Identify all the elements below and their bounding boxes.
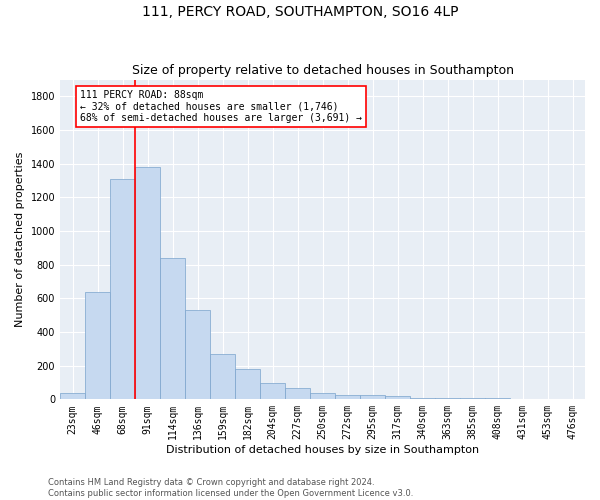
Bar: [85, 292, 110, 400]
Bar: [485, 398, 510, 400]
Bar: [460, 398, 485, 400]
Bar: [235, 369, 260, 400]
Bar: [310, 394, 335, 400]
Bar: [185, 310, 210, 400]
Y-axis label: Number of detached properties: Number of detached properties: [15, 152, 25, 327]
Text: Contains HM Land Registry data © Crown copyright and database right 2024.
Contai: Contains HM Land Registry data © Crown c…: [48, 478, 413, 498]
Bar: [210, 354, 235, 400]
X-axis label: Distribution of detached houses by size in Southampton: Distribution of detached houses by size …: [166, 445, 479, 455]
Text: 111 PERCY ROAD: 88sqm
← 32% of detached houses are smaller (1,746)
68% of semi-d: 111 PERCY ROAD: 88sqm ← 32% of detached …: [80, 90, 362, 123]
Bar: [385, 396, 410, 400]
Bar: [260, 382, 285, 400]
Bar: [135, 167, 160, 400]
Bar: [360, 394, 385, 400]
Title: Size of property relative to detached houses in Southampton: Size of property relative to detached ho…: [131, 64, 514, 77]
Bar: [435, 398, 460, 400]
Bar: [335, 394, 360, 400]
Bar: [285, 388, 310, 400]
Bar: [60, 392, 85, 400]
Bar: [160, 258, 185, 400]
Text: 111, PERCY ROAD, SOUTHAMPTON, SO16 4LP: 111, PERCY ROAD, SOUTHAMPTON, SO16 4LP: [142, 5, 458, 19]
Bar: [410, 398, 435, 400]
Bar: [110, 179, 135, 400]
